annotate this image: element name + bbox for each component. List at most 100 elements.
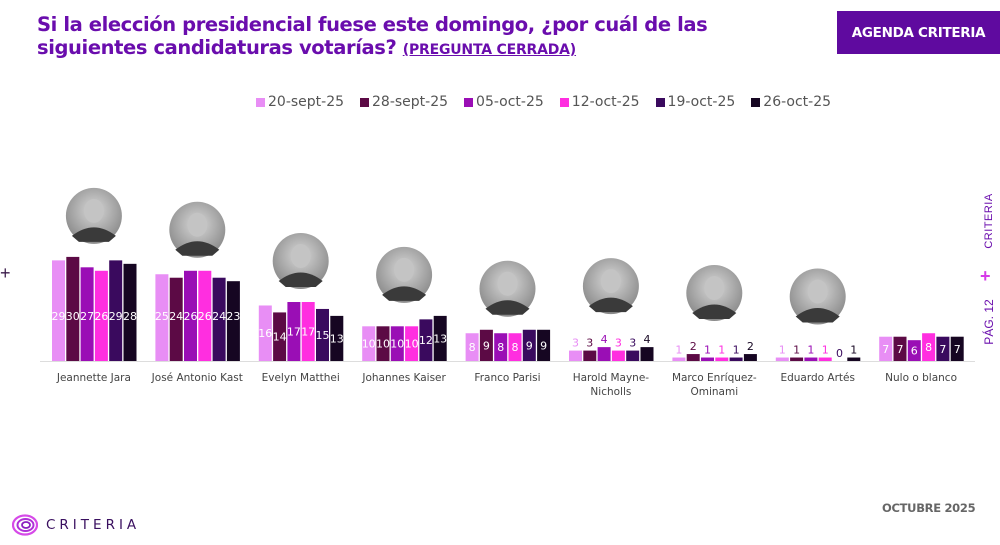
legend-item: 28-sept-25 [360, 94, 448, 110]
bar-group: 29 30 27 26 29 28 [52, 256, 137, 361]
data-label: 9 [483, 339, 490, 352]
legend-label: 19-oct-25 [667, 94, 736, 110]
category-label: Nulo o blanco [885, 372, 957, 384]
bar [390, 326, 404, 361]
chart-title: Si la elección presidencial fuese este d… [37, 13, 797, 62]
criteria-logo: CRITERIA [12, 514, 140, 536]
bar [94, 270, 108, 361]
candidate-photo [479, 260, 536, 317]
bar-group: 25 24 26 26 24 23 [155, 270, 240, 361]
legend-label: 05-oct-25 [476, 94, 544, 110]
title-suffix: (PREGUNTA CERRADA) [402, 42, 577, 58]
category-label: Jeannette Jara [56, 372, 131, 384]
bar [893, 336, 907, 361]
data-label: 8 [497, 341, 504, 354]
bar [212, 277, 226, 361]
data-label: 13 [433, 332, 447, 345]
data-label: 26 [184, 310, 198, 323]
legend-swatch [655, 97, 665, 107]
data-label: 24 [169, 310, 183, 323]
data-label: 2 [747, 340, 754, 353]
data-label: 9 [526, 339, 533, 352]
category-label: Johannes Kaiser [361, 372, 446, 384]
report-date: OCTUBRE 2025 [882, 501, 976, 515]
bar [611, 350, 625, 361]
bar [405, 326, 419, 361]
bar [879, 336, 893, 361]
bar [80, 267, 94, 361]
legend-swatch [751, 97, 761, 107]
candidate-photo [789, 268, 846, 325]
agenda-criteria-badge: AGENDA CRITERIA [837, 11, 1000, 54]
chart-legend: 20-sept-25 28-sept-25 05-oct-25 12-oct-25 19… [256, 94, 831, 110]
data-label: 0 [836, 347, 843, 360]
bar [907, 340, 921, 361]
data-label: 23 [226, 310, 240, 323]
data-label: 27 [80, 310, 94, 323]
category-label: Eduardo Artés [780, 372, 855, 384]
bar [537, 329, 551, 361]
data-label: 15 [316, 329, 330, 342]
data-label: 17 [301, 326, 315, 339]
bar [287, 302, 301, 361]
data-label: 3 [586, 337, 593, 350]
data-label: 1 [779, 344, 786, 357]
bar [597, 347, 611, 361]
candidate-photo [686, 265, 743, 322]
bar [743, 354, 757, 361]
bar [583, 350, 597, 361]
data-label: 16 [258, 327, 272, 340]
data-label: 8 [469, 341, 476, 354]
bar [419, 319, 433, 361]
legend-label: 26-oct-25 [763, 94, 832, 110]
bar [109, 260, 123, 361]
legend-item: 05-oct-25 [464, 94, 544, 110]
data-label: 3 [615, 337, 622, 350]
bar [626, 350, 640, 361]
data-label: 12 [419, 334, 433, 347]
bar [640, 347, 654, 361]
category-label: Ominami [690, 386, 738, 398]
category-label: Franco Parisi [474, 372, 540, 384]
bar [804, 357, 818, 361]
data-label: 28 [123, 310, 137, 323]
data-label: 26 [94, 310, 108, 323]
data-label: 9 [540, 339, 547, 352]
legend-label: 12-oct-25 [571, 94, 640, 110]
data-label: 10 [405, 338, 419, 351]
bar [494, 333, 508, 361]
bar [465, 333, 479, 361]
bar [258, 305, 272, 361]
data-label: 3 [572, 337, 579, 350]
plus-icon: + [980, 266, 991, 286]
category-label: José Antonio Kast [151, 372, 243, 384]
bar [569, 350, 582, 361]
side-page-marker: CRITERIA + PÁG. 12 [978, 190, 998, 350]
criteria-logo-icon [12, 514, 38, 536]
candidate-photo [582, 258, 639, 315]
data-label: 7 [939, 343, 946, 356]
legend-label: 28-sept-25 [372, 94, 449, 110]
bar [508, 333, 522, 361]
bar [922, 333, 936, 361]
category-label: Marco Enríquez- [672, 372, 757, 384]
data-label: 29 [109, 310, 123, 323]
bar [672, 357, 686, 361]
candidate-photo [376, 246, 433, 303]
data-label: 4 [644, 333, 651, 346]
data-label: 8 [925, 341, 932, 354]
data-label: 17 [287, 326, 301, 339]
data-label: 1 [718, 344, 725, 357]
bar [936, 336, 950, 361]
data-label: 2 [690, 340, 697, 353]
legend-swatch [464, 97, 474, 107]
data-label: 24 [212, 310, 226, 323]
bar [362, 326, 376, 361]
data-label: 1 [850, 344, 857, 357]
data-label: 7 [882, 343, 889, 356]
data-label: 26 [198, 310, 212, 323]
